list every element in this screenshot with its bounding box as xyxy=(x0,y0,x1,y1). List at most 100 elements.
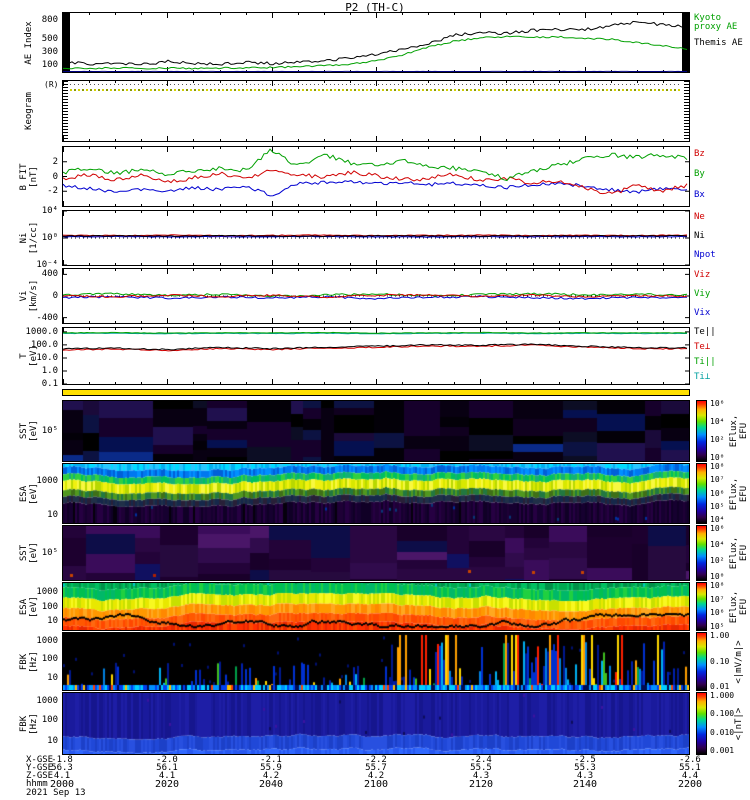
spectrogram-fbk_e xyxy=(63,633,689,690)
ytick-label: 400 xyxy=(41,269,58,279)
label-line: EFU xyxy=(739,485,749,502)
date-label: 2021 Sep 13 xyxy=(26,788,86,798)
ytick-label: 100 xyxy=(41,654,58,664)
colorbar-tick-label: 1.000 xyxy=(710,691,735,700)
colorbar-tick-label: 10⁵ xyxy=(710,502,725,511)
panel-keogram xyxy=(62,80,690,142)
ytick-label: 1000.0 xyxy=(25,327,58,337)
legend-label: Viy xyxy=(694,289,711,299)
legend-label: Vix xyxy=(694,308,711,318)
chart-temperature xyxy=(63,328,689,384)
ytick-label: 0 xyxy=(52,172,58,182)
panel-label-ae: AE Index xyxy=(12,12,46,73)
colorbar-tick-label: 10⁸ xyxy=(710,462,725,471)
axis-row-label: X-GSE xyxy=(26,755,54,765)
legend-label: Ti⊥ xyxy=(694,372,711,382)
colorbar-tick-label: 10⁷ xyxy=(710,475,725,484)
colorbar-unit-text: EFlux, EFU xyxy=(729,477,749,510)
panel-label-text: Vi [km/s] xyxy=(19,280,39,313)
ytick-label: 10 xyxy=(47,673,58,683)
ytick-label: 0.1 xyxy=(41,379,58,389)
axis-row-label: Z-GSE xyxy=(26,771,54,781)
panel-ae xyxy=(62,12,690,73)
axis-row-value: 56.3 xyxy=(51,763,73,773)
label-line: FBK xyxy=(19,715,29,732)
panel-label-text: SST [eV] xyxy=(19,542,39,564)
label-line: [eV] xyxy=(29,482,39,505)
spectrogram-sst_ions xyxy=(63,401,689,461)
chart-keogram xyxy=(63,81,689,141)
keogram-dotted-grid-row xyxy=(70,84,682,85)
ytick-label: -2 xyxy=(47,186,58,196)
chart-density xyxy=(63,211,689,265)
spectrogram-esa_ions xyxy=(63,464,689,523)
colorbar-tick-label: 10⁶ xyxy=(710,608,725,617)
axis-row-label: Y-GSE xyxy=(26,763,54,773)
panel-label-text: SST [eV] xyxy=(19,420,39,442)
spectrogram-esa_electrons xyxy=(63,583,689,630)
colorbar-unit-text: EFlux, EFU xyxy=(729,590,749,623)
ytick-label: 10⁻⁴ xyxy=(36,260,58,270)
label-line: <|nT|> xyxy=(734,707,744,740)
ytick-label: 100 xyxy=(41,602,58,612)
panel-velocity xyxy=(62,268,690,324)
colorbar-unit-text: <|mV/m|> xyxy=(734,640,744,683)
colorbar-tick-label: 10⁴ xyxy=(710,417,725,426)
ytick-label: 1000 xyxy=(36,636,58,646)
label-line: T xyxy=(19,353,29,359)
axis-row-value: -2.1 xyxy=(260,755,282,765)
panel-temperature xyxy=(62,327,690,385)
chart-bfit xyxy=(63,147,689,206)
panel-fbk_e xyxy=(62,632,690,691)
panel-label-text: T [eV] xyxy=(19,345,39,367)
colorbar-tick-label: 0.10 xyxy=(710,657,730,666)
panel-label-text: ESA [eV] xyxy=(19,596,39,618)
axis-row-value: -2.2 xyxy=(365,755,387,765)
panel-label-sst_electrons: SST [eV] xyxy=(12,525,46,581)
panel-esa_ions xyxy=(62,463,690,524)
spectrogram-fbk_b xyxy=(63,693,689,754)
panel-sst_electrons xyxy=(62,525,690,581)
colorbar-esa_ions xyxy=(696,463,707,524)
label-line: EFU xyxy=(739,422,749,440)
time-tick-label: 2120 xyxy=(468,779,494,790)
legend-label: Ne xyxy=(694,212,705,222)
legend-label: Kyoto xyxy=(694,13,722,23)
label-line: EFlux, xyxy=(729,536,739,570)
label-line: [eV] xyxy=(29,420,39,442)
axis-row-value: 4.2 xyxy=(262,771,280,781)
colorbar-unit-text: EFlux, EFU xyxy=(729,537,749,570)
label-line: Keogram xyxy=(24,92,34,130)
panel-bfit xyxy=(62,146,690,207)
colorbar-tick-label: 10² xyxy=(710,435,725,444)
time-tick-label: 2020 xyxy=(154,779,180,790)
panel-esa_electrons xyxy=(62,582,690,631)
time-tick-label: 2140 xyxy=(572,779,598,790)
axis-row-value: 4.2 xyxy=(367,771,385,781)
legend-label: Ti|| xyxy=(694,357,716,367)
colorbar-tick-label: 10⁵ xyxy=(710,622,725,631)
label-line: AE Index xyxy=(24,20,34,65)
colorbar-tick-label: 10⁰ xyxy=(710,572,725,581)
label-line: EFU xyxy=(739,544,749,562)
colorbar-unit-text: EFlux, EFU xyxy=(729,415,749,448)
colorbar-tick-label: 0.100 xyxy=(710,709,735,718)
label-line: [km/s] xyxy=(29,279,39,313)
axis-row-value: 55.1 xyxy=(679,763,701,773)
ytick-label: 10⁰ xyxy=(41,233,58,243)
ytick-label: 1.0 xyxy=(41,366,58,376)
ytick-label: 1000 xyxy=(36,476,58,486)
label-line: SST xyxy=(19,422,29,440)
axis-row-value: 4.1 xyxy=(53,771,71,781)
label-line: [nT] xyxy=(29,165,39,188)
axis-row-value: -1.8 xyxy=(51,755,73,765)
ytick-label: 1000 xyxy=(36,696,58,706)
colorbar-fbk_b xyxy=(696,692,707,755)
panel-label-esa_electrons: ESA [eV] xyxy=(12,582,46,631)
colorbar-esa_electrons xyxy=(696,582,707,631)
colorbar-unit-sst_ions: EFlux, EFU xyxy=(729,400,749,462)
colorbar-tick-label: 10⁶ xyxy=(710,489,725,498)
axis-row-value: 55.3 xyxy=(574,763,596,773)
label-line: [eV] xyxy=(29,542,39,564)
